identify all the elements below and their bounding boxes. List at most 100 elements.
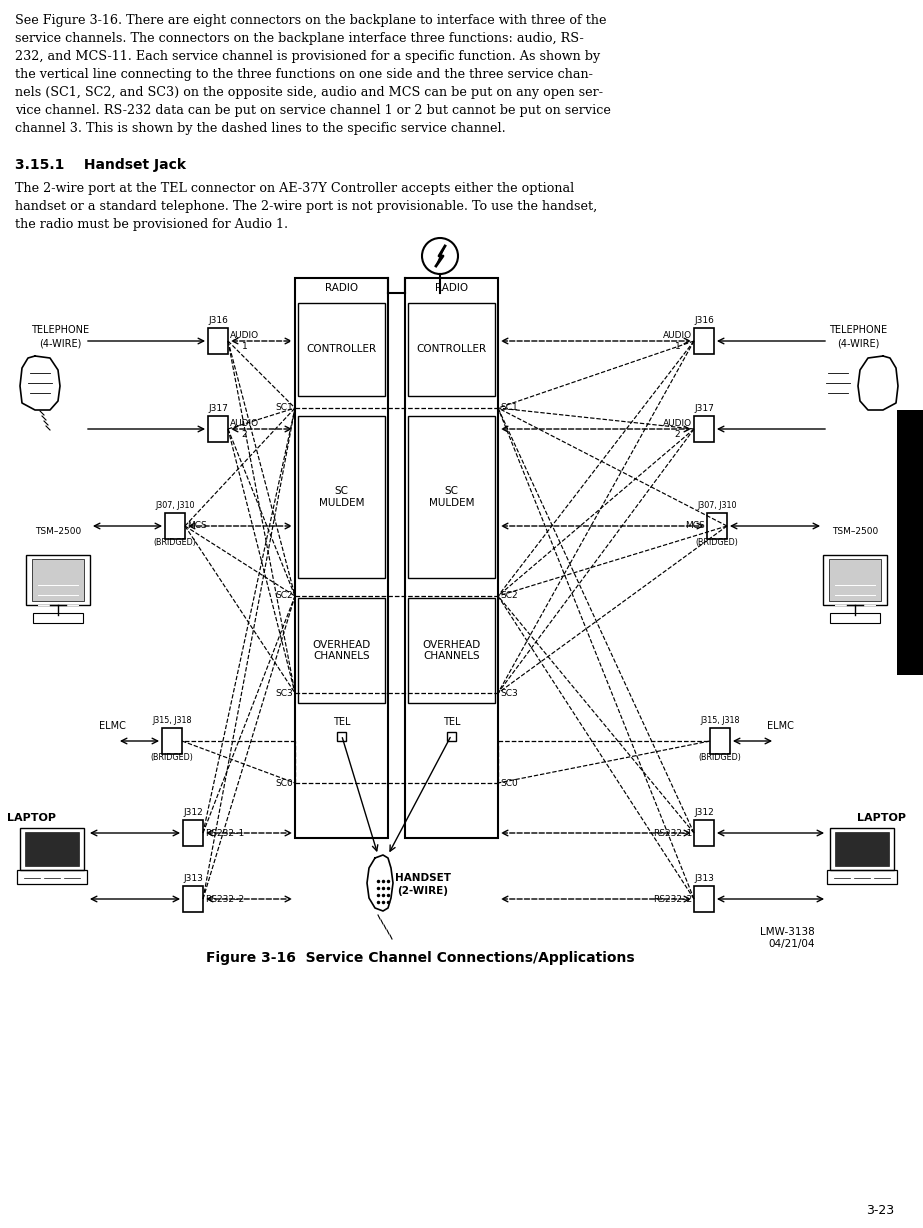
- Bar: [830, 613, 880, 623]
- Bar: [694, 328, 714, 354]
- Text: J307, J310: J307, J310: [697, 501, 737, 510]
- Text: J312: J312: [694, 808, 713, 817]
- Text: Figure 3-16  Service Channel Connections/Applications: Figure 3-16 Service Channel Connections/…: [206, 950, 634, 965]
- Text: SC1: SC1: [500, 404, 518, 413]
- Text: SC3: SC3: [500, 689, 518, 698]
- Bar: [162, 728, 182, 754]
- Text: RS232–1: RS232–1: [205, 829, 245, 837]
- Text: J313: J313: [694, 874, 713, 883]
- Text: SC2: SC2: [500, 592, 518, 600]
- Bar: [694, 820, 714, 846]
- Polygon shape: [367, 855, 393, 911]
- Text: TSM–2500: TSM–2500: [35, 527, 81, 535]
- Text: 3-23: 3-23: [866, 1203, 894, 1217]
- Text: SC2: SC2: [275, 592, 293, 600]
- Bar: [17, 869, 87, 884]
- Text: AUDIO
1: AUDIO 1: [663, 332, 692, 351]
- Text: RADIO: RADIO: [325, 282, 358, 293]
- Text: TSM–2500: TSM–2500: [832, 527, 878, 535]
- Text: (4-WIRE): (4-WIRE): [39, 338, 81, 348]
- Bar: [897, 410, 923, 675]
- Bar: [694, 885, 714, 912]
- Text: CONTROLLER: CONTROLLER: [306, 345, 377, 355]
- Text: ELMC: ELMC: [99, 721, 126, 731]
- Bar: [208, 328, 228, 354]
- Bar: [447, 732, 456, 740]
- Bar: [295, 278, 388, 837]
- Text: 3.15.1    Handset Jack: 3.15.1 Handset Jack: [15, 158, 186, 172]
- Text: OVERHEAD
CHANNELS: OVERHEAD CHANNELS: [423, 640, 481, 662]
- Bar: [298, 303, 385, 395]
- Text: MCS: MCS: [187, 522, 207, 530]
- Bar: [183, 820, 203, 846]
- Bar: [33, 613, 83, 623]
- Text: J307, J310: J307, J310: [155, 501, 195, 510]
- Text: J313: J313: [183, 874, 203, 883]
- Bar: [337, 732, 346, 740]
- Bar: [823, 555, 887, 605]
- Bar: [165, 513, 185, 539]
- Text: service channels. The connectors on the backplane interface three functions: aud: service channels. The connectors on the …: [15, 32, 583, 45]
- Bar: [707, 513, 727, 539]
- Text: RS232–2: RS232–2: [205, 894, 244, 904]
- Text: J315, J318: J315, J318: [701, 716, 739, 725]
- Text: J315, J318: J315, J318: [152, 716, 192, 725]
- Text: AUDIO
2: AUDIO 2: [230, 419, 259, 438]
- Text: OVERHEAD
CHANNELS: OVERHEAD CHANNELS: [312, 640, 371, 662]
- Text: vice channel. RS-232 data can be put on service channel 1 or 2 but cannot be put: vice channel. RS-232 data can be put on …: [15, 104, 611, 117]
- Text: J317: J317: [694, 404, 713, 413]
- Text: (2-WIRE): (2-WIRE): [398, 885, 449, 896]
- Text: MCS: MCS: [685, 522, 705, 530]
- Text: SC3: SC3: [275, 689, 293, 698]
- Bar: [694, 416, 714, 442]
- Text: The 2-wire port at the TEL connector on AE-37Y Controller accepts either the opt: The 2-wire port at the TEL connector on …: [15, 182, 574, 195]
- Bar: [408, 303, 495, 395]
- Text: RS232–1: RS232–1: [653, 829, 692, 837]
- Bar: [835, 833, 889, 866]
- Bar: [20, 828, 84, 869]
- Text: channel 3. This is shown by the dashed lines to the specific service channel.: channel 3. This is shown by the dashed l…: [15, 122, 506, 135]
- Text: AUDIO
2: AUDIO 2: [663, 419, 692, 438]
- Bar: [208, 416, 228, 442]
- Text: TEL: TEL: [333, 717, 350, 727]
- Text: SC0: SC0: [275, 779, 293, 787]
- Text: CONTROLLER: CONTROLLER: [416, 345, 486, 355]
- Text: (4-WIRE): (4-WIRE): [837, 338, 880, 348]
- Text: J317: J317: [208, 404, 228, 413]
- Text: SC
MULDEM: SC MULDEM: [318, 486, 365, 508]
- Text: RADIO: RADIO: [435, 282, 468, 293]
- Text: J316: J316: [694, 316, 713, 325]
- Bar: [830, 828, 894, 869]
- Text: RS232–2: RS232–2: [653, 894, 692, 904]
- Text: SC1: SC1: [275, 404, 293, 413]
- Bar: [25, 833, 79, 866]
- Text: LAPTOP: LAPTOP: [7, 813, 56, 823]
- Text: (BRIDGED): (BRIDGED): [696, 538, 738, 546]
- Text: handset or a standard telephone. The 2-wire port is not provisionable. To use th: handset or a standard telephone. The 2-w…: [15, 200, 597, 212]
- Text: the radio must be provisioned for Audio 1.: the radio must be provisioned for Audio …: [15, 219, 288, 231]
- Bar: [710, 728, 730, 754]
- Bar: [298, 598, 385, 702]
- Bar: [827, 869, 897, 884]
- Text: (BRIDGED): (BRIDGED): [153, 538, 197, 546]
- Bar: [405, 278, 498, 837]
- Text: AUDIO
1: AUDIO 1: [230, 332, 259, 351]
- Text: (BRIDGED): (BRIDGED): [150, 753, 194, 763]
- Text: See Figure 3-16. There are eight connectors on the backplane to interface with t: See Figure 3-16. There are eight connect…: [15, 14, 606, 27]
- Text: TELEPHONE: TELEPHONE: [829, 325, 887, 335]
- Bar: [32, 559, 84, 600]
- Text: 232, and MCS-11. Each service channel is provisioned for a specific function. As: 232, and MCS-11. Each service channel is…: [15, 50, 600, 63]
- Text: TEL: TEL: [443, 717, 461, 727]
- Polygon shape: [436, 246, 445, 266]
- Text: J316: J316: [208, 316, 228, 325]
- Text: the vertical line connecting to the three functions on one side and the three se: the vertical line connecting to the thre…: [15, 68, 593, 81]
- Text: SC0: SC0: [500, 779, 518, 787]
- Text: LAPTOP: LAPTOP: [857, 813, 906, 823]
- Text: J312: J312: [183, 808, 203, 817]
- Text: HANDSET: HANDSET: [395, 873, 451, 883]
- Bar: [829, 559, 881, 600]
- Text: (BRIDGED): (BRIDGED): [699, 753, 741, 763]
- Text: SC
MULDEM: SC MULDEM: [429, 486, 474, 508]
- Bar: [26, 555, 90, 605]
- Bar: [408, 416, 495, 578]
